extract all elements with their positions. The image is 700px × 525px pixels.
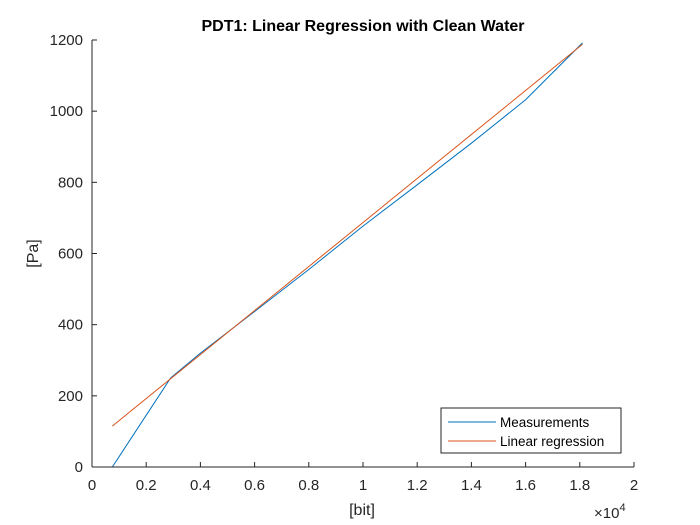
y-tick-label: 200 bbox=[58, 388, 83, 405]
x-tick-label: 0.2 bbox=[136, 477, 157, 494]
x-axis-label: [bit] bbox=[349, 502, 375, 519]
legend: Measurements Linear regression bbox=[440, 407, 622, 454]
y-tick-label: 0 bbox=[75, 459, 83, 476]
y-tick-label: 1200 bbox=[50, 32, 83, 49]
series-line-measurements bbox=[111, 42, 583, 468]
plot-area bbox=[92, 40, 634, 467]
legend-label-measurements: Measurements bbox=[500, 415, 590, 430]
legend-label-linear-regression: Linear regression bbox=[500, 434, 604, 449]
x-tick-label: 1.8 bbox=[569, 477, 590, 494]
x-axis-exponent-base: ×10 bbox=[594, 505, 619, 522]
x-tick-label: 0.6 bbox=[244, 477, 265, 494]
y-axis-ticks: 0 200 400 600 800 1000 1200 bbox=[50, 32, 97, 476]
y-tick-label: 600 bbox=[58, 246, 83, 263]
x-tick-label: 1 bbox=[359, 477, 367, 494]
legend-box bbox=[440, 407, 622, 454]
chart-title: PDT1: Linear Regression with Clean Water bbox=[201, 18, 524, 35]
x-tick-label: 0.4 bbox=[190, 477, 211, 494]
y-tick-label: 800 bbox=[58, 174, 83, 191]
series-layer bbox=[111, 42, 583, 468]
y-tick-label: 1000 bbox=[50, 103, 83, 120]
x-tick-label: 2 bbox=[630, 477, 638, 494]
x-tick-label: 1.2 bbox=[407, 477, 428, 494]
x-tick-label: 1.6 bbox=[515, 477, 536, 494]
x-axis-exponent: ×104 bbox=[594, 502, 626, 522]
x-tick-label: 0 bbox=[88, 477, 96, 494]
x-tick-label: 0.8 bbox=[298, 477, 319, 494]
x-axis-exponent-power: 4 bbox=[619, 502, 625, 514]
y-tick-label: 400 bbox=[58, 317, 83, 334]
y-axis-label: [Pa] bbox=[25, 239, 42, 267]
x-axis-ticks: 0 0.2 0.4 0.6 0.8 1 1.2 1.4 1.6 1.8 2 bbox=[88, 462, 638, 494]
series-line-linear-regression bbox=[112, 43, 583, 427]
x-tick-label: 1.4 bbox=[461, 477, 482, 494]
